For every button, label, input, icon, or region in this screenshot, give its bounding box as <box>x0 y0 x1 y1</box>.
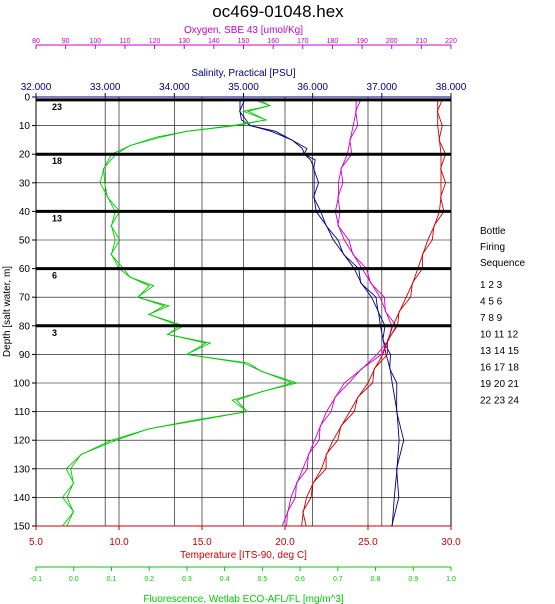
salinity-tick-label: 32.000 <box>21 82 52 93</box>
temperature-tick-label: 5.0 <box>29 537 43 548</box>
oxygen-tick-label: 160 <box>267 38 279 45</box>
fluorescence-tick-label: 0.9 <box>408 576 418 583</box>
salinity-tick-label: 34.000 <box>159 82 190 93</box>
oxygen-tick-label: 100 <box>89 38 101 45</box>
oxygen-axis-label: Oxygen, SBE 43 [umol/Kg] <box>184 25 303 36</box>
bottle-label: 18 <box>52 156 62 166</box>
legend-row: 4 5 6 <box>480 297 503 308</box>
y-tick-label: 10 <box>19 121 31 132</box>
salinity-trace <box>239 99 405 527</box>
oxygen-tick-label: 110 <box>119 38 130 45</box>
y-tick-label: 110 <box>14 407 30 418</box>
bottle-lines: 23 18 13 6 3 <box>36 98 451 338</box>
data-series <box>61 99 447 527</box>
oxygen-tick-label: 140 <box>208 38 220 45</box>
fluorescence-tick-label: 0.7 <box>333 576 343 583</box>
y-tick-label: 100 <box>13 379 30 390</box>
bottle-label: 6 <box>52 271 57 281</box>
fluorescence-tick-label: -0.1 <box>30 576 42 583</box>
fluorescence-tick-label: 0.6 <box>295 576 305 583</box>
oxygen-tick-label: 210 <box>416 38 428 45</box>
y-tick-label: 60 <box>19 264 31 275</box>
oxygen-tick-label: 150 <box>238 38 250 45</box>
legend-row: 1 2 3 <box>480 280 503 291</box>
oxygen-tick-label: 220 <box>445 38 457 45</box>
y-tick-label: 50 <box>19 236 31 247</box>
temperature-trace <box>302 99 447 527</box>
oxygen-tick-label: 120 <box>149 38 161 45</box>
temperature-tick-label: 10.0 <box>109 537 129 548</box>
oxygen-tick-label: 170 <box>297 38 309 45</box>
legend-title: Firing <box>480 242 505 253</box>
legend-row: 13 14 15 <box>480 346 519 357</box>
fluorescence-axis-label: Fluorescence, Wetlab ECO-AFL/FL [mg/m^3] <box>143 594 344 604</box>
y-tick-label: 70 <box>19 293 31 304</box>
temperature-tick-label: 30.0 <box>441 537 461 548</box>
fluorescence-tick-label: 1.0 <box>446 576 456 583</box>
legend-row: 19 20 21 <box>480 379 519 390</box>
fluorescence-tick-label: 0.8 <box>371 576 381 583</box>
fluorescence-trace <box>66 99 299 527</box>
legend-row: 22 23 24 <box>480 396 519 407</box>
oxygen-trace <box>286 99 397 527</box>
fluorescence-tick-label: 0.2 <box>144 576 154 583</box>
salinity-tick-label: 38.000 <box>436 82 467 93</box>
bottle-label: 23 <box>52 102 62 112</box>
fluorescence-tick-label: 0.5 <box>257 576 267 583</box>
legend-title: Bottle <box>480 226 506 237</box>
oxygen-tick-label: 80 <box>32 38 40 45</box>
fluorescence-tick-label: 0.1 <box>107 576 117 583</box>
salinity-tick-label: 37.000 <box>367 82 398 93</box>
salinity-tick-label: 33.000 <box>90 82 121 93</box>
temperature-tick-label: 25.0 <box>358 537 378 548</box>
oxygen-tick-label: 180 <box>327 38 339 45</box>
y-tick-label: 80 <box>19 321 31 332</box>
legend-row: 7 8 9 <box>480 313 503 324</box>
y-tick-label: 0 <box>24 93 30 104</box>
oxygen-tick-label: 130 <box>178 38 190 45</box>
temperature-tick-label: 20.0 <box>275 537 295 548</box>
y-tick-label: 30 <box>19 178 31 189</box>
fluorescence-tick-label: 0.4 <box>220 576 230 583</box>
axes: 0 10 20 30 40 50 60 70 80 90 100 110 120 130 140 150 80 9… <box>2 25 467 604</box>
legend-row: 10 11 12 <box>480 330 519 341</box>
y-tick-label: 130 <box>13 464 30 475</box>
salinity-axis-label: Salinity, Practical [PSU] <box>191 68 296 79</box>
y-tick-label: 40 <box>19 207 31 218</box>
y-tick-label: 90 <box>19 350 31 361</box>
oxygen-tick-label: 90 <box>62 38 70 45</box>
y-tick-label: 20 <box>19 150 31 161</box>
y-tick-label: 150 <box>13 522 30 533</box>
bottle-label: 13 <box>52 213 62 223</box>
temperature-axis-label: Temperature [ITS-90, deg C] <box>180 550 307 561</box>
y-tick-label: 120 <box>13 436 30 447</box>
bottle-legend: Bottle Firing Sequence 1 2 3 4 5 6 7 8 9 10 11… <box>480 226 525 407</box>
legend-row: 16 17 18 <box>480 363 519 374</box>
chart-title: oc469-01048.hex <box>212 2 344 21</box>
fluorescence-tick-label: 0.0 <box>69 576 79 583</box>
oxygen-tick-label: 190 <box>356 38 368 45</box>
salinity-tick-label: 35.000 <box>228 82 259 93</box>
fluorescence-tick-label: 0.3 <box>182 576 192 583</box>
bottle-label: 3 <box>52 328 57 338</box>
salinity-tick-label: 36.000 <box>297 82 328 93</box>
y-tick-label: 140 <box>13 493 30 504</box>
temperature-tick-label: 15.0 <box>192 537 212 548</box>
legend-title: Sequence <box>480 258 525 269</box>
oxygen-tick-label: 200 <box>386 38 398 45</box>
y-axis-label: Depth [salt water, m] <box>2 266 13 357</box>
